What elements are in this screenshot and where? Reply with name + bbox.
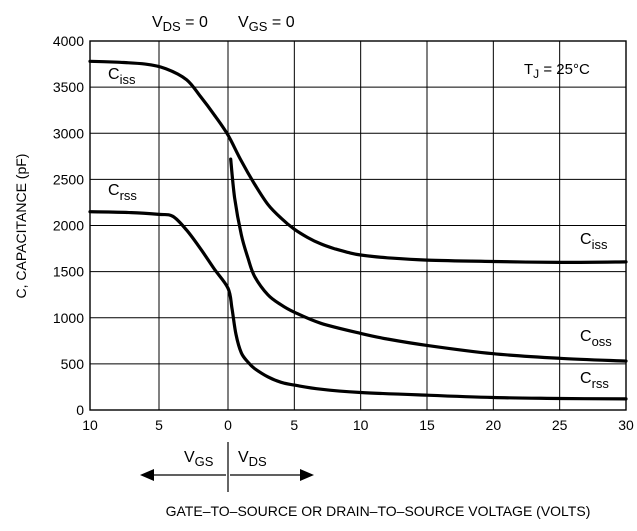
x-tick-labels: 10 5 0 5 10 15 20 25 30 xyxy=(82,417,634,433)
x-tick-label: 15 xyxy=(419,417,435,433)
series-label-coss-right: Coss xyxy=(580,328,612,349)
x-tick-label: 20 xyxy=(486,417,502,433)
y-tick-label: 1000 xyxy=(53,310,84,326)
vds-condition-label: VDS = 0 xyxy=(152,14,208,34)
y-axis-title: C, CAPACITANCE (pF) xyxy=(13,154,29,299)
y-tick-labels: 0 500 1000 1500 2000 2500 3000 3500 4000 xyxy=(53,33,84,418)
direction-indicator: VGS VDS xyxy=(140,442,314,492)
y-tick-label: 500 xyxy=(61,356,85,372)
curve-coss xyxy=(229,157,628,363)
curve-crss xyxy=(88,210,628,401)
y-tick-label: 2000 xyxy=(53,218,84,234)
grid xyxy=(89,40,627,411)
series-label-ciss-left: Ciss xyxy=(108,66,136,87)
vgs-direction-label: VGS xyxy=(184,449,214,469)
x-tick-label: 5 xyxy=(290,417,298,433)
junction-temperature-label: TJ = 25°C xyxy=(524,61,590,81)
series-label-ciss-right: Ciss xyxy=(580,231,608,252)
x-tick-label: 25 xyxy=(552,417,568,433)
y-tick-label: 3000 xyxy=(53,125,84,141)
x-tick-label: 5 xyxy=(155,417,163,433)
vds-direction-label: VDS xyxy=(238,449,267,469)
x-axis-title: GATE–TO–SOURCE OR DRAIN–TO–SOURCE VOLTAG… xyxy=(166,503,591,519)
curves xyxy=(88,59,628,401)
y-tick-label: 3500 xyxy=(53,79,84,95)
plot-frame xyxy=(89,40,627,411)
x-tick-label: 30 xyxy=(618,417,634,433)
vgs-condition-label: VGS = 0 xyxy=(238,14,295,34)
series-label-crss-left: Crss xyxy=(108,182,137,203)
x-tick-label: 10 xyxy=(82,417,98,433)
y-tick-label: 2500 xyxy=(53,171,84,187)
series-label-crss-right: Crss xyxy=(580,370,609,391)
x-tick-label: 0 xyxy=(224,417,232,433)
y-tick-label: 1500 xyxy=(53,264,84,280)
curve-ciss xyxy=(88,59,628,265)
y-tick-label: 0 xyxy=(76,402,84,418)
y-tick-label: 4000 xyxy=(53,33,84,49)
x-tick-label: 10 xyxy=(353,417,369,433)
right-arrow-head xyxy=(300,469,314,481)
left-arrow-head xyxy=(140,469,154,481)
